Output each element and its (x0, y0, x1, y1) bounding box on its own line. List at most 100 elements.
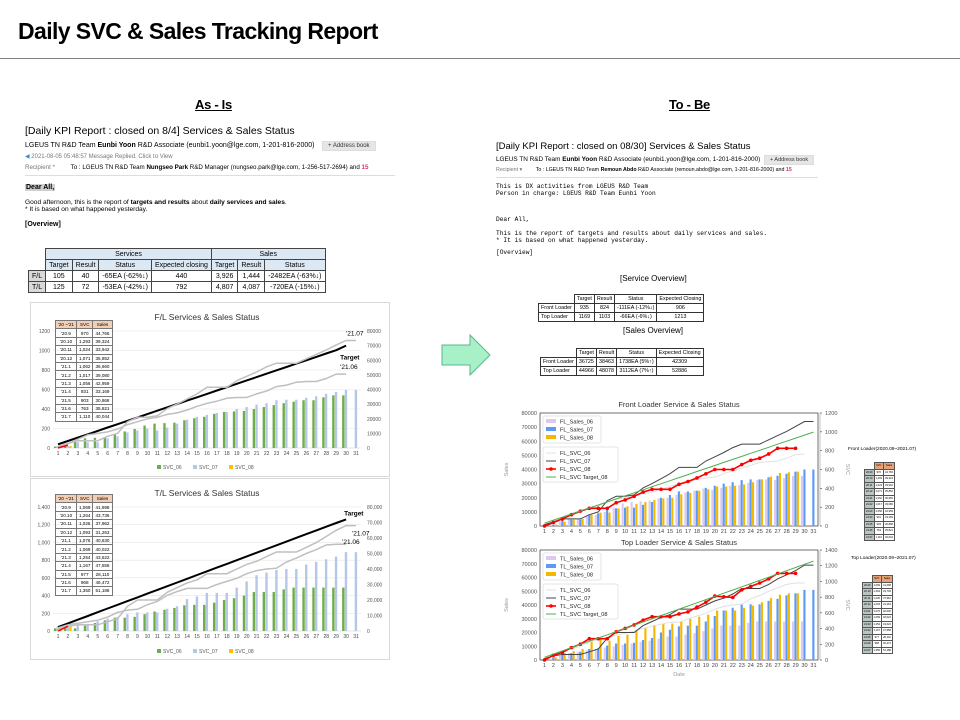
table-row: 21.02 1,069 40,022 (862, 614, 893, 622)
line-marker (560, 517, 565, 521)
recipient-count[interactable]: 15 (785, 167, 792, 173)
line-marker (739, 588, 744, 592)
x-tick: 2 (67, 451, 70, 457)
x-tick: 18 (694, 529, 700, 535)
bar-fl_sales_07 (812, 469, 815, 526)
bar-fl_sales_08 (617, 508, 620, 526)
line-marker (641, 618, 645, 622)
line-marker (748, 458, 753, 463)
series-line-1 (57, 524, 356, 631)
bar-tl_sales_08 (707, 614, 710, 660)
legend-marker (549, 467, 553, 471)
table-cell: 440 (150, 270, 212, 282)
bar-fl_sales_07 (776, 475, 779, 526)
tl-side-table-title: Top Loader(2020.09~2021.07) (851, 556, 916, 561)
bar-fl_sales_07 (794, 471, 797, 526)
bar-svc_08 (69, 625, 72, 631)
bar-tl_sales_08 (796, 593, 799, 660)
table-row: 20.11 1,024 33,942 (864, 481, 895, 489)
x-tick: 29 (792, 529, 798, 535)
y-tick-right: 80000 (367, 329, 381, 335)
recipient-line: Recipient * To : LGEUS TN R&D Team Nungs… (25, 164, 385, 171)
bar-svc_06 (272, 405, 275, 448)
bar-fl_sales_07 (668, 494, 671, 526)
y-tick-right: 0 (825, 524, 828, 530)
x-tick: 21 (254, 451, 260, 457)
line-marker (686, 610, 690, 614)
x-tick: 17 (214, 451, 220, 457)
x-tick: 26 (304, 451, 310, 457)
table-cell: 1,076 (75, 535, 94, 546)
table-cell: 1,026 (75, 519, 94, 529)
table-row: 21.05 977 28,110 (862, 633, 893, 641)
column-header: Sales (92, 319, 113, 330)
bar-fl_sales_07 (767, 477, 770, 526)
x-tick: 31 (810, 663, 816, 669)
recipient-count[interactable]: 15 (361, 164, 369, 171)
bar-tl_sales_08 (617, 635, 620, 660)
bar-svc_07 (324, 559, 328, 631)
bar-fl_sales_08 (635, 504, 638, 526)
line-marker (551, 520, 556, 525)
table-row: 21.07 1,110 40,044 (864, 533, 895, 541)
table-cell: 44,766 (92, 328, 113, 338)
address-book-button[interactable]: + Address book (322, 141, 376, 151)
column-header: Result (237, 259, 266, 271)
table-cell: -2482EA (-63%↓) (264, 270, 326, 282)
table-cell: 43,622 (881, 620, 893, 628)
x-tick: 30 (801, 663, 807, 669)
bar-tl_sales_07 (713, 616, 716, 660)
x-tick: 18 (694, 663, 700, 669)
legend-label: SVC_08 (235, 465, 254, 471)
table-cell: 39,324 (92, 336, 113, 347)
table-cell: 1169 (573, 312, 595, 322)
bar-svc_07 (334, 556, 338, 631)
x-tick: 24 (284, 634, 290, 640)
series-line-3 (57, 625, 69, 632)
table-cell: '21.6 (55, 403, 77, 414)
bar-fl_sales_06 (657, 498, 660, 526)
bar-svc_07 (146, 612, 149, 631)
x-tick: 5 (579, 529, 582, 535)
bar-tl_sales_07 (695, 625, 698, 660)
line-marker (713, 467, 717, 472)
x-tick: 7 (597, 529, 600, 535)
table-row: 21.03 1,056 42,959 (864, 507, 895, 515)
bar-fl_sales_07 (615, 508, 618, 526)
y-tick-right: 600 (825, 468, 834, 474)
x-tick: 8 (126, 451, 129, 457)
bar-svc_06 (232, 598, 236, 631)
address-book-button[interactable]: + Address book (764, 155, 815, 165)
reply-status[interactable]: ◀ 2021-08-05 05:48:57 Message Replied. C… (25, 153, 385, 160)
table-row: Front Loader 935 824 -111EA (-12%↓) 906 (538, 303, 705, 313)
bar-svc_07 (275, 569, 278, 631)
series-line-1 (57, 339, 356, 448)
bar-tl_sales_07 (749, 604, 752, 660)
bar-tl_sales_06 (720, 625, 723, 660)
bar-svc_07 (245, 581, 248, 631)
line-end-label: '21.07 (352, 531, 370, 538)
bar-svc_07 (205, 592, 209, 631)
bar-fl_sales_07 (704, 487, 707, 526)
x-tick: 25 (757, 529, 763, 535)
bar-svc_06 (163, 609, 166, 631)
bar-svc_06 (113, 434, 116, 448)
bar-tl_sales_08 (554, 657, 557, 660)
y-tick-right: 400 (825, 627, 834, 633)
line-marker (731, 595, 735, 600)
y-tick-left: 800 (42, 368, 51, 374)
table-cell: 1,069 (75, 502, 94, 512)
x-tick: 3 (561, 663, 564, 669)
table-row: '21.6 968 46,472 (55, 577, 113, 588)
legend-swatch (193, 465, 197, 469)
table-row: 21.01 1,076 40,630 (862, 607, 893, 615)
bar-tl_sales_07 (704, 621, 707, 660)
recipient-label[interactable]: Recipient ▾ (496, 167, 523, 173)
bar-tl_sales_07 (785, 595, 788, 660)
x-tick: 30 (801, 529, 807, 535)
x-tick: 19 (234, 451, 240, 457)
table-cell: 906 (656, 303, 705, 313)
bar-svc_06 (63, 628, 67, 631)
as-is-overview-table: Services Sales Target Result Status Expected… (27, 248, 326, 293)
bar-svc_06 (193, 604, 196, 631)
